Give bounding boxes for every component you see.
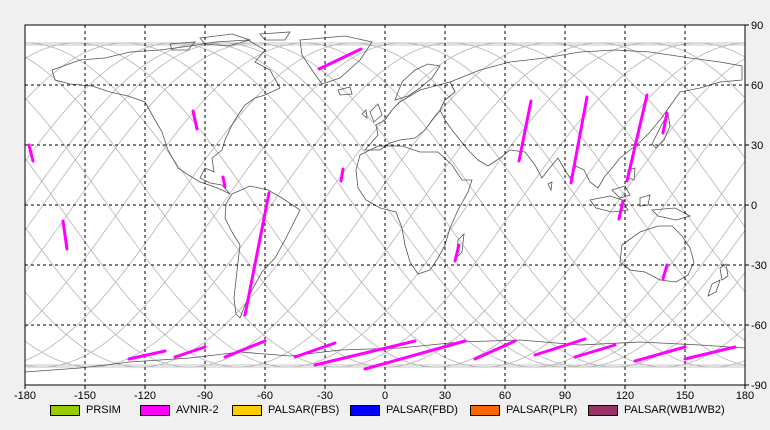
y-tick-label: 30 bbox=[751, 140, 763, 152]
x-tick-label: -150 bbox=[74, 390, 96, 400]
x-tick-label: 180 bbox=[736, 390, 754, 400]
legend-item-palsar-plr: PALSAR(PLR) bbox=[470, 403, 577, 417]
x-tick-label: 90 bbox=[559, 390, 571, 400]
x-tick-label: -60 bbox=[257, 390, 273, 400]
avnir2-swath bbox=[293, 341, 337, 359]
avnir2-swath bbox=[223, 339, 267, 359]
avnir2-swath bbox=[617, 199, 625, 221]
avnir2-swath bbox=[573, 343, 617, 359]
orbit-track bbox=[24, 42, 746, 368]
legend-label: PRSIM bbox=[86, 404, 121, 416]
legend-item-palsar-fbd: PALSAR(FBD) bbox=[350, 403, 458, 417]
legend-swatch bbox=[588, 404, 618, 416]
avnir2-swath bbox=[517, 99, 533, 163]
avnir2-swath bbox=[683, 345, 737, 361]
x-tick-label: -30 bbox=[317, 390, 333, 400]
y-tick-label: 90 bbox=[751, 20, 763, 32]
legend-item-avnir2: AVNIR-2 bbox=[140, 403, 219, 417]
avnir2-swath bbox=[27, 143, 35, 163]
y-tick-label: -30 bbox=[751, 260, 767, 272]
legend-swatch bbox=[350, 404, 380, 416]
y-tick-label: 0 bbox=[751, 200, 757, 212]
avnir2-swath bbox=[363, 339, 467, 371]
avnir2-swath bbox=[191, 109, 199, 131]
avnir2-swath bbox=[569, 95, 589, 185]
x-tick-label: 0 bbox=[382, 390, 388, 400]
legend-item-palsar-fbs: PALSAR(FBS) bbox=[232, 403, 339, 417]
avnir2-swath bbox=[61, 219, 69, 251]
legend: PRSIM AVNIR-2 PALSAR(FBS) PALSAR(FBD) PA… bbox=[0, 401, 770, 421]
legend-swatch bbox=[470, 404, 500, 416]
avnir2-swath bbox=[453, 243, 461, 263]
y-tick-label: -60 bbox=[751, 320, 767, 332]
x-tick-label: -90 bbox=[197, 390, 213, 400]
legend-swatch bbox=[232, 404, 262, 416]
avnir2-swath bbox=[625, 93, 649, 183]
avnir2-swath bbox=[339, 167, 345, 183]
legend-swatch bbox=[50, 404, 80, 416]
legend-label: PALSAR(FBD) bbox=[386, 404, 458, 416]
x-tick-label: 30 bbox=[439, 390, 451, 400]
avnir2-swath bbox=[313, 339, 417, 367]
x-axis-ticks: -180 -150 -120 -90 -60 -30 0 30 60 90 120 150 180 bbox=[14, 385, 754, 400]
x-tick-label: 150 bbox=[676, 390, 694, 400]
x-tick-label: 120 bbox=[616, 390, 634, 400]
legend-swatch bbox=[140, 404, 170, 416]
legend-label: PALSAR(FBS) bbox=[268, 404, 340, 416]
legend-label: AVNIR-2 bbox=[176, 404, 219, 416]
avnir2-swath bbox=[473, 339, 517, 361]
avnir2-swaths bbox=[27, 47, 737, 371]
graticule bbox=[25, 25, 745, 385]
avnir2-swath bbox=[633, 345, 687, 363]
avnir2-swath bbox=[317, 47, 363, 71]
y-tick-label: 60 bbox=[751, 80, 763, 92]
y-axis-ticks: 90 60 30 0 -30 -60 -90 bbox=[745, 20, 767, 392]
avnir2-swath bbox=[533, 337, 587, 357]
avnir2-swath bbox=[221, 175, 227, 189]
x-tick-label: 60 bbox=[499, 390, 511, 400]
avnir2-swath bbox=[661, 263, 669, 281]
avnir2-swath bbox=[127, 349, 167, 361]
x-tick-label: -120 bbox=[134, 390, 156, 400]
coverage-map: -180 -150 -120 -90 -60 -30 0 30 60 90 120 150 180 90… bbox=[14, 20, 767, 400]
avnir2-swath bbox=[173, 345, 207, 359]
avnir2-swath bbox=[243, 191, 271, 317]
legend-item-palsar-wb: PALSAR(WB1/WB2) bbox=[588, 403, 725, 417]
y-tick-label: -90 bbox=[751, 380, 767, 392]
x-tick-label: -180 bbox=[14, 390, 36, 400]
legend-item-prsim: PRSIM bbox=[50, 403, 121, 417]
avnir2-swath bbox=[661, 111, 669, 135]
legend-label: PALSAR(PLR) bbox=[506, 404, 578, 416]
legend-label: PALSAR(WB1/WB2) bbox=[624, 404, 725, 416]
